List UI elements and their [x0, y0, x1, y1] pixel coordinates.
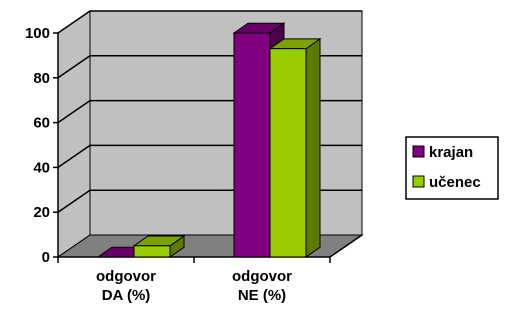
legend-label-ucenec: učenec [429, 174, 481, 191]
legend: krajan učenec [405, 136, 499, 200]
legend-label-krajan: krajan [429, 144, 473, 161]
floor-edge [329, 234, 363, 258]
y-tick-label: 20 [33, 204, 50, 221]
bar-učenec-1 [268, 37, 322, 258]
bars [96, 22, 322, 258]
legend-swatch-krajan [412, 145, 425, 158]
back-wall [89, 10, 363, 236]
bar-učenec-0 [132, 235, 186, 258]
y-tick-label: 0 [42, 249, 50, 266]
y-tick-label: 40 [33, 159, 50, 176]
y-tick-labels: 0 20 40 60 80 100 [25, 25, 50, 266]
x-category-labels: odgovor DA (%) odgovor NE (%) [96, 268, 292, 304]
y-tick-label: 60 [33, 115, 50, 132]
side-wall [57, 10, 91, 258]
x-category-label: odgovor NE (%) [232, 268, 292, 304]
legend-swatch-ucenec [412, 175, 425, 188]
y-tick-label: 80 [33, 70, 50, 87]
gridline [57, 10, 362, 34]
y-tick-label: 100 [25, 25, 50, 42]
x-category-label: odgovor DA (%) [96, 268, 156, 304]
